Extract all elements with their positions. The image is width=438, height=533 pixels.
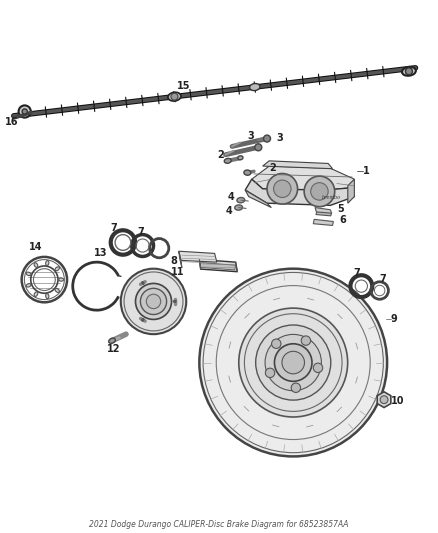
Ellipse shape xyxy=(224,158,231,163)
Circle shape xyxy=(264,135,271,142)
Ellipse shape xyxy=(46,261,49,265)
Circle shape xyxy=(291,383,300,392)
Polygon shape xyxy=(199,260,237,272)
Circle shape xyxy=(282,351,304,374)
Text: 9: 9 xyxy=(390,314,397,324)
Text: 14: 14 xyxy=(29,243,42,252)
Circle shape xyxy=(135,284,172,319)
Ellipse shape xyxy=(59,278,64,281)
Text: 7: 7 xyxy=(353,268,360,278)
Text: 3: 3 xyxy=(247,131,254,141)
Text: 4: 4 xyxy=(226,206,233,216)
Polygon shape xyxy=(316,211,332,216)
Ellipse shape xyxy=(26,272,31,276)
Ellipse shape xyxy=(244,170,251,175)
Text: 12: 12 xyxy=(106,344,120,354)
Ellipse shape xyxy=(55,288,60,293)
Polygon shape xyxy=(263,161,332,169)
Polygon shape xyxy=(252,166,354,190)
Ellipse shape xyxy=(238,156,243,160)
Circle shape xyxy=(275,344,312,381)
Circle shape xyxy=(199,269,387,456)
Text: 15: 15 xyxy=(177,80,190,91)
Ellipse shape xyxy=(250,84,260,91)
Circle shape xyxy=(304,176,335,207)
Ellipse shape xyxy=(402,67,416,76)
Text: 16: 16 xyxy=(5,117,18,127)
Text: brembo: brembo xyxy=(322,196,341,200)
Ellipse shape xyxy=(34,263,38,268)
Ellipse shape xyxy=(46,294,49,298)
Text: 3: 3 xyxy=(276,133,283,143)
Text: 2: 2 xyxy=(217,150,224,160)
Polygon shape xyxy=(245,179,354,205)
Circle shape xyxy=(256,325,331,400)
Text: 4: 4 xyxy=(228,192,235,201)
Text: 7: 7 xyxy=(380,274,387,284)
Circle shape xyxy=(18,106,31,118)
Text: 7: 7 xyxy=(137,228,144,237)
Circle shape xyxy=(274,180,291,198)
Circle shape xyxy=(239,308,348,417)
Circle shape xyxy=(22,109,27,114)
Polygon shape xyxy=(377,392,391,408)
Circle shape xyxy=(301,336,311,345)
Circle shape xyxy=(171,93,178,100)
Circle shape xyxy=(272,339,281,349)
Circle shape xyxy=(311,183,328,200)
Text: 7: 7 xyxy=(111,223,117,233)
Ellipse shape xyxy=(168,92,181,101)
Ellipse shape xyxy=(142,282,144,284)
Text: 2021 Dodge Durango CALIPER-Disc Brake Diagram for 68523857AA: 2021 Dodge Durango CALIPER-Disc Brake Di… xyxy=(89,520,349,529)
Ellipse shape xyxy=(55,267,60,271)
Polygon shape xyxy=(315,207,332,213)
Polygon shape xyxy=(179,251,182,268)
Polygon shape xyxy=(245,190,272,207)
Circle shape xyxy=(313,363,323,373)
Circle shape xyxy=(141,288,166,314)
Text: 13: 13 xyxy=(94,248,108,259)
Circle shape xyxy=(265,368,275,377)
Ellipse shape xyxy=(237,198,245,203)
Ellipse shape xyxy=(26,284,31,287)
Text: 11: 11 xyxy=(171,266,184,277)
Circle shape xyxy=(255,144,262,151)
Ellipse shape xyxy=(109,338,115,343)
Text: 6: 6 xyxy=(339,215,346,225)
Text: 10: 10 xyxy=(391,396,405,406)
Polygon shape xyxy=(179,251,217,262)
Text: 2: 2 xyxy=(269,163,276,173)
Circle shape xyxy=(267,174,297,204)
Text: 8: 8 xyxy=(170,256,177,266)
Text: 5: 5 xyxy=(337,204,344,214)
Ellipse shape xyxy=(142,319,144,321)
Ellipse shape xyxy=(235,205,243,210)
Circle shape xyxy=(265,334,321,391)
Text: 1: 1 xyxy=(363,166,370,176)
Circle shape xyxy=(380,395,388,403)
Circle shape xyxy=(121,269,186,334)
Circle shape xyxy=(146,294,161,309)
Ellipse shape xyxy=(173,301,176,302)
Circle shape xyxy=(406,68,413,75)
Ellipse shape xyxy=(34,292,38,296)
Polygon shape xyxy=(200,263,236,270)
Polygon shape xyxy=(348,179,354,203)
Polygon shape xyxy=(313,220,333,225)
